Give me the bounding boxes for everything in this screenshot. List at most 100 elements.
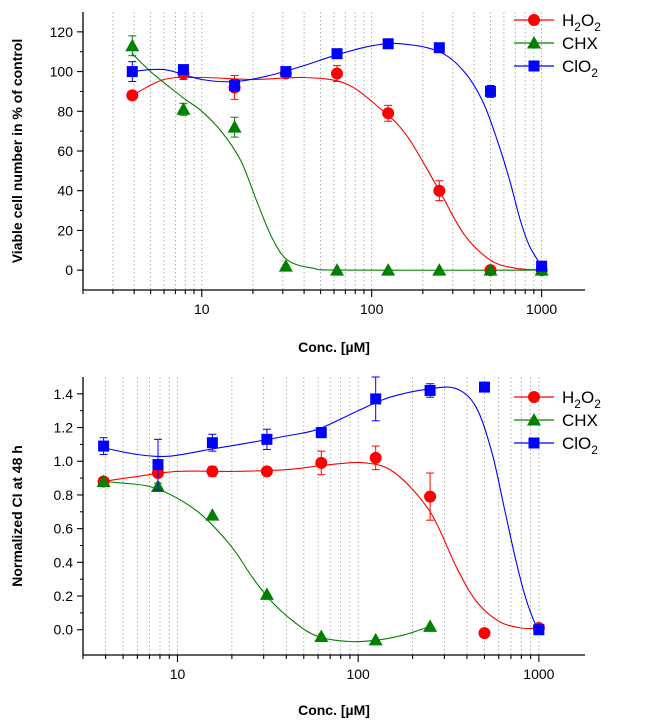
data-point: [205, 508, 220, 521]
data-point: [177, 64, 189, 76]
y-tick-label: 1.2: [54, 420, 74, 436]
data-point: [368, 632, 383, 646]
data-point: [260, 465, 273, 478]
data-point: [125, 38, 140, 52]
y-tick-label: 20: [57, 222, 73, 238]
chart-2: 10 100 1000 0.0 0.2 0.4 0.6 0.8 1.0 1.2 1.4 Conc. […: [9, 376, 601, 718]
fit-curve: [132, 76, 542, 271]
data-point: [229, 79, 241, 91]
data-point: [369, 451, 382, 464]
data-point: [331, 48, 343, 60]
data-point: [536, 260, 548, 272]
data-point: [206, 465, 219, 478]
y-axis-label: Viable cell number in % of control: [9, 39, 25, 264]
y-tick-label: 120: [50, 24, 74, 40]
data-point: [433, 42, 445, 54]
chart-1: 10 100 1000 0 20 40 60 80 100 120 Conc. [µM] Viable…: [9, 11, 601, 355]
data-point: [424, 384, 436, 396]
data-point: [370, 393, 382, 405]
x-tick-label: 1000: [523, 666, 554, 682]
series-h2o2-points: [126, 65, 548, 277]
data-point: [227, 120, 242, 133]
grid-lines: [112, 12, 543, 290]
data-point: [433, 184, 446, 197]
legend-marker: [528, 391, 540, 403]
series-clo2: [132, 42, 543, 267]
series-clo2-points: [126, 38, 548, 272]
data-point: [176, 102, 191, 115]
y-tick-label: 80: [57, 103, 73, 119]
data-point: [432, 263, 447, 276]
legend-item-clo2: ClO2: [514, 57, 598, 80]
fit-curve: [103, 461, 539, 630]
series-chx: [131, 53, 542, 271]
data-point: [478, 627, 491, 640]
data-point: [278, 259, 293, 272]
legend-item-chx: CHX: [514, 411, 598, 430]
x-tick-label: 1000: [526, 301, 557, 317]
legend-marker: [528, 437, 540, 449]
legend-label: ClO2: [562, 57, 598, 80]
legend-marker: [527, 413, 541, 426]
fit-curve: [103, 386, 540, 631]
data-point: [126, 89, 139, 102]
x-axis-label: Conc. [µM]: [298, 702, 370, 718]
legend-marker: [528, 14, 540, 26]
y-tick-label: 60: [57, 143, 73, 159]
series-h2o2-points: [97, 445, 545, 640]
grid-lines: [105, 377, 540, 655]
data-point: [96, 474, 111, 487]
data-point: [483, 263, 498, 276]
y-tick-label: 0.6: [54, 521, 74, 537]
data-point: [478, 381, 490, 393]
data-point: [126, 66, 138, 78]
y-axis-label: Normalized CI at 48 h: [9, 445, 25, 587]
y-tick-label: 0.4: [54, 554, 74, 570]
legend-label: H2O2: [562, 11, 601, 34]
fit-curve: [103, 480, 431, 643]
series-h2o2: [132, 76, 542, 271]
data-point: [484, 85, 496, 97]
legend-label: ClO2: [562, 434, 598, 457]
data-point: [280, 66, 292, 78]
data-point: [423, 619, 438, 632]
x-tick-label: 100: [360, 301, 384, 317]
data-point: [315, 427, 327, 439]
y-tick-label: 1.4: [54, 386, 74, 402]
data-point: [98, 440, 110, 452]
y-tick-label: 0.8: [54, 487, 74, 503]
data-point: [381, 263, 396, 276]
data-point: [382, 107, 395, 120]
fit-curve: [131, 53, 542, 271]
data-point: [424, 490, 437, 503]
x-tick-label: 10: [170, 666, 186, 682]
series-chx-points: [96, 474, 438, 646]
legend-item-h2o2: H2O2: [514, 388, 601, 411]
legend-label: H2O2: [562, 388, 601, 411]
y-tick-label: 0: [65, 262, 73, 278]
x-tick-label: 10: [194, 301, 210, 317]
fit-curve: [132, 42, 543, 267]
y-tick-label: 100: [50, 64, 74, 80]
data-point: [314, 629, 329, 642]
legend-label: CHX: [562, 34, 598, 53]
series-chx: [103, 480, 431, 643]
data-point: [315, 456, 328, 469]
series-clo2-points: [98, 376, 545, 636]
series-h2o2: [103, 461, 539, 630]
legend-item-clo2: ClO2: [514, 434, 598, 457]
y-tick-label: 1.0: [54, 453, 74, 469]
data-point: [152, 459, 164, 471]
y-tick-label: 40: [57, 183, 73, 199]
legend-marker: [527, 36, 541, 49]
legend-marker: [528, 60, 540, 72]
legend-item-chx: CHX: [514, 34, 598, 53]
data-point: [206, 437, 218, 449]
data-point: [261, 433, 273, 445]
y-tick-label: 0.0: [54, 622, 74, 638]
data-point: [533, 624, 545, 636]
data-point: [331, 67, 344, 80]
